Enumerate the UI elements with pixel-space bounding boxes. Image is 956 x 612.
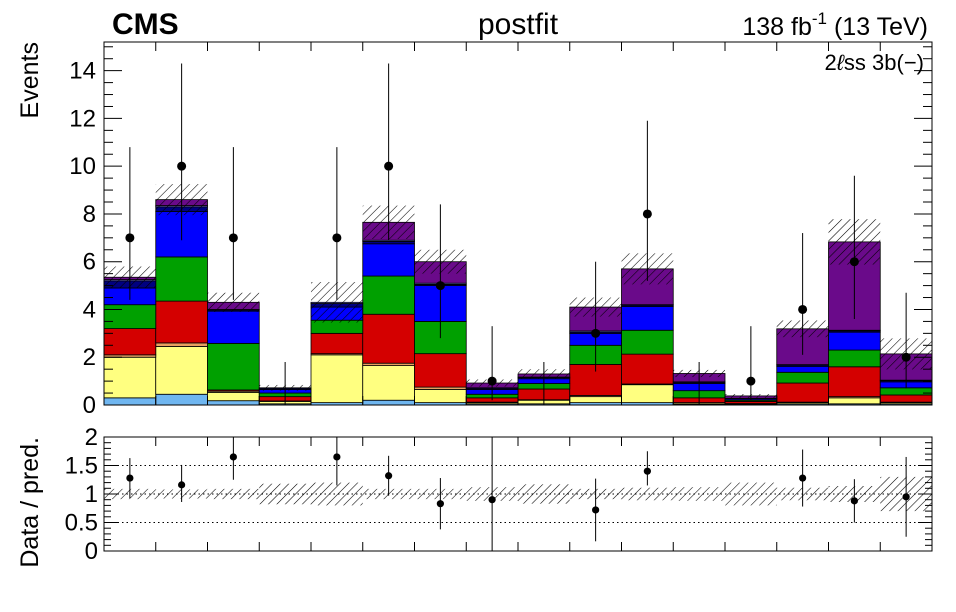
stack-bar-s3-b5	[310, 332, 364, 355]
region-lepton-count: 2	[825, 50, 837, 75]
data-point-b6	[384, 161, 394, 171]
bottom-ytick-label-1: 1	[85, 481, 98, 508]
top-ytick-label-6: 6	[83, 249, 96, 276]
stack-bar-s3-b6	[362, 313, 415, 364]
stack-bar-s5-b11	[621, 305, 674, 331]
stack-bar-s1-b2	[155, 346, 208, 395]
stack-bar-s3-b15	[828, 366, 881, 398]
stack-bar-s2-b2	[155, 342, 208, 347]
data-point-b10	[591, 328, 601, 338]
stack-bar-s1-b5	[310, 354, 364, 404]
top-ylabel: Events	[16, 42, 44, 118]
bottom-ylabel: Data / pred.	[16, 437, 44, 568]
ratio-point-b16	[902, 493, 910, 501]
ratio-band-b3	[207, 488, 260, 500]
top-ytick-label-10: 10	[69, 153, 96, 180]
stack-bar-s3-b1	[104, 328, 157, 356]
ratio-point-b15	[850, 497, 858, 505]
stack-bar-s4-b11	[621, 329, 674, 355]
ratio-point-b14	[799, 474, 807, 482]
bottom-ytick-label-0.5: 0.5	[65, 510, 98, 537]
stack-bar-s1-b6	[362, 365, 415, 401]
top-ytick-label-8: 8	[83, 201, 96, 228]
bottom-ytick-label-2: 2	[85, 424, 98, 451]
ratio-point-b11	[643, 467, 651, 475]
ratio-point-b10	[592, 506, 600, 514]
region-label: 2ℓss 3b(−)	[825, 50, 924, 75]
data-point-b5	[332, 233, 342, 243]
stack-bar-s4-b16	[879, 387, 932, 396]
lumi-exponent: -1	[812, 9, 827, 28]
stack-bar-s1-b1	[104, 356, 157, 399]
top-ytick-label-0: 0	[83, 392, 96, 419]
data-point-b2	[177, 161, 187, 171]
stacked-histogram	[104, 184, 932, 405]
ratio-point-b7	[436, 500, 444, 508]
data-point-b16	[901, 352, 911, 362]
ratio-panel: 00.511.52	[65, 424, 933, 565]
postfit-label: postfit	[478, 8, 559, 41]
stack-bar-s0-b2	[155, 393, 208, 405]
ratio-band-b5	[311, 482, 363, 506]
stack-bar-s4-b1	[104, 304, 157, 329]
stack-bar-s1-b15	[828, 397, 881, 405]
stack-bar-s0-b6	[362, 399, 415, 405]
lumi-value: 138 fb	[742, 13, 812, 41]
top-panel: 0 2 4 6 8 10 12 14	[69, 41, 933, 419]
ratio-band-b13	[725, 482, 777, 506]
data-point-b3	[228, 233, 238, 243]
top-ytick-label-2: 2	[83, 344, 96, 371]
top-ytick-label-12: 12	[69, 105, 96, 132]
ratio-point-b2	[178, 481, 186, 489]
data-point-b7	[435, 281, 445, 291]
stack-bar-s3-b14	[776, 382, 829, 403]
bottom-ytick-label-1.5: 1.5	[65, 453, 98, 480]
stack-bar-s4-b6	[362, 275, 415, 315]
stack-bar-s0-b3	[207, 400, 260, 405]
stack-bar-s4-b14	[776, 371, 829, 384]
stack-bar-s1-b7	[414, 389, 467, 404]
stack-bar-s5-b14	[776, 365, 829, 373]
stack-bar-s3-b2	[155, 300, 208, 344]
stack-bar-s4-b3	[207, 342, 260, 391]
bottom-ytick-label-0: 0	[85, 538, 98, 565]
stack-bar-s3-b16	[879, 394, 932, 403]
stack-bar-s1-b10	[569, 396, 622, 404]
stack-bar-s4-b2	[155, 256, 208, 302]
ratio-point-b3	[229, 453, 237, 461]
region-lepton-symbol: ℓ	[836, 50, 845, 75]
stack-bar-s3-b7	[414, 353, 467, 388]
stack-bar-s5-b15	[828, 331, 881, 351]
ratio-point-b5	[333, 453, 341, 461]
ratio-band-b11	[621, 487, 674, 501]
lumi-energy: (13 TeV)	[827, 13, 928, 41]
stack-bar-s5-b6	[362, 243, 415, 277]
stack-bar-s0-b1	[104, 397, 157, 405]
top-ytick-label-4: 4	[83, 296, 96, 323]
lumi-label: 138 fb-1 (13 TeV)	[742, 9, 928, 41]
data-point-b11	[642, 209, 652, 219]
stack-bar-s5-b3	[207, 310, 260, 344]
stack-bar-s1-b3	[207, 391, 260, 402]
ratio-band-b9	[518, 484, 570, 504]
stack-bar-s3-b11	[621, 353, 674, 385]
data-point-b8	[487, 376, 497, 386]
stack-bar-s4-b15	[828, 349, 881, 368]
ratio-point-b6	[385, 472, 393, 480]
cms-label: CMS	[112, 8, 179, 41]
ratio-point-b1	[126, 474, 134, 482]
region-category: ss 3b(−)	[844, 50, 924, 75]
ratio-point-b8	[488, 496, 496, 504]
uncertainty-band-b3	[207, 292, 260, 312]
data-point-b13	[746, 376, 756, 386]
stack-bar-s1-b11	[621, 384, 674, 404]
data-point-b1	[125, 233, 135, 243]
data-point-b14	[798, 304, 808, 314]
data-point-b15	[849, 257, 859, 267]
top-ytick-label-14: 14	[69, 58, 96, 85]
